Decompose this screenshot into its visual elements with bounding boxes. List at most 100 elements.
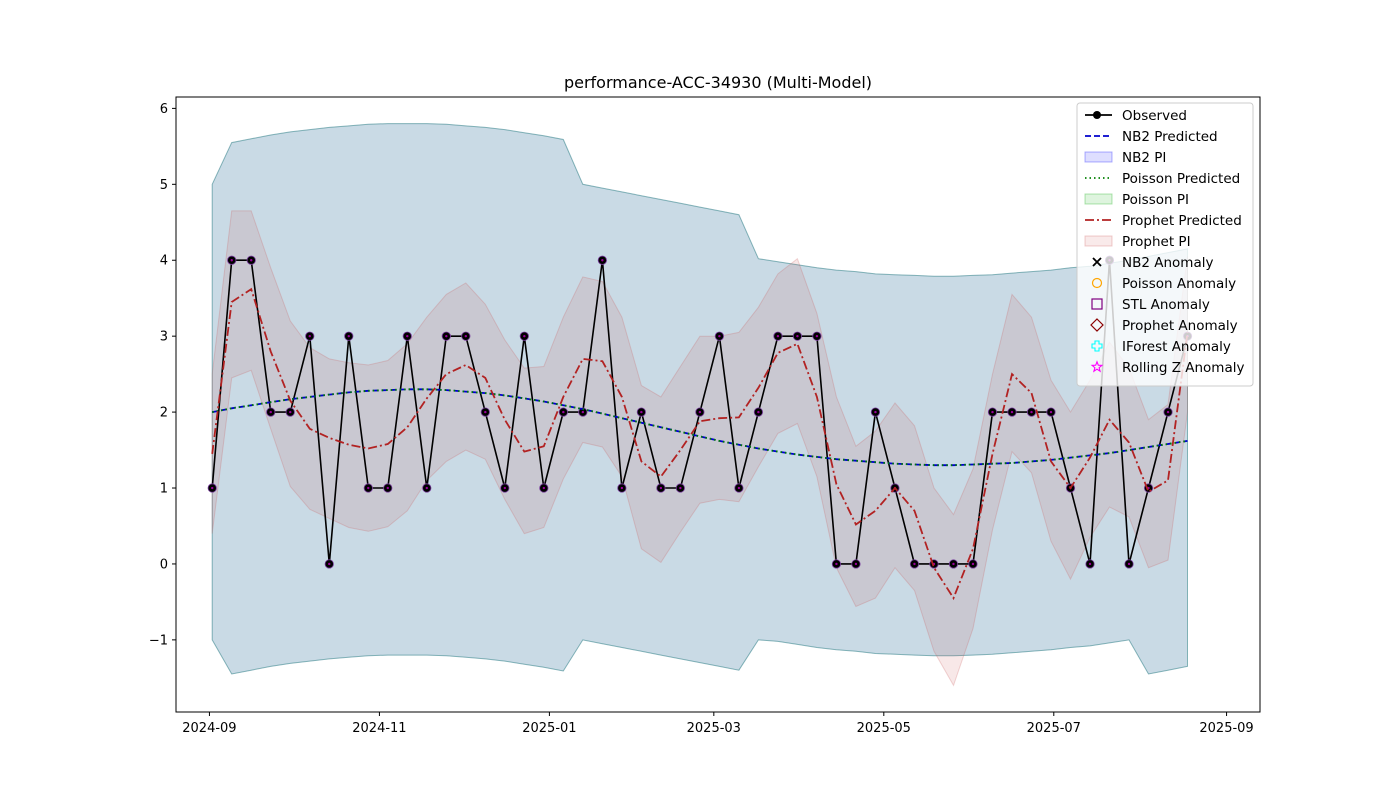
anomaly-marker xyxy=(562,410,565,414)
interval-band-1 xyxy=(211,123,1188,675)
legend-entry: Poisson PI xyxy=(1084,192,1189,208)
anomaly-marker xyxy=(718,334,721,338)
legend-label: Rolling Z Anomaly xyxy=(1122,360,1244,376)
interval-band-0 xyxy=(211,123,1188,675)
y-tick-label: 1 xyxy=(160,482,168,497)
legend-entry: Rolling Z Anomaly xyxy=(1090,360,1244,376)
anomaly-marker xyxy=(952,562,955,566)
x-tick-label: 2025-07 xyxy=(1027,721,1081,736)
anomaly-marker xyxy=(542,486,546,490)
legend-handle xyxy=(1084,193,1113,205)
legend-marker xyxy=(1092,257,1102,267)
axes-frame xyxy=(175,96,1261,713)
anomaly-marker xyxy=(289,410,292,414)
x-tick-label: 2025-01 xyxy=(522,721,576,736)
anomaly-marker xyxy=(1088,562,1092,566)
legend-label: NB2 PI xyxy=(1122,150,1166,166)
legend-label: Poisson Anomaly xyxy=(1122,276,1236,292)
anomaly-marker xyxy=(386,486,389,490)
legend-marker xyxy=(1090,360,1104,373)
legend-entry: Prophet Anomaly xyxy=(1090,318,1238,334)
anomaly-marker xyxy=(367,486,370,490)
anomaly-marker xyxy=(679,486,682,490)
anomaly-marker xyxy=(425,486,428,490)
legend-entry: Poisson Anomaly xyxy=(1091,276,1236,292)
legend-entry: Observed xyxy=(1085,108,1187,124)
anomaly-marker xyxy=(1010,410,1014,414)
anomaly-marker xyxy=(913,562,916,566)
legend-entry: NB2 Anomaly xyxy=(1092,255,1213,271)
anomaly-marker xyxy=(1030,410,1033,414)
axes: −1 0 1 2 3 4 5 6 2024-09 2024-11 2025-01 2025-03 202… xyxy=(149,102,1254,736)
legend-marker xyxy=(1090,318,1104,332)
legend-label: Poisson PI xyxy=(1122,192,1189,208)
legend-handle xyxy=(1084,151,1113,163)
anomaly-marker xyxy=(991,410,994,414)
legend-marker xyxy=(1093,111,1101,119)
y-tick-label: 5 xyxy=(160,178,168,193)
anomaly-marker xyxy=(659,486,663,490)
y-tick-label: 2 xyxy=(160,406,168,421)
anomaly-marker xyxy=(230,259,233,262)
legend-entry: Prophet PI xyxy=(1084,234,1191,250)
anomaly-marker xyxy=(503,486,507,490)
legend: Observed NB2 Predicted NB2 PI Poisson Predi… xyxy=(1076,102,1254,387)
y-tick-label: 3 xyxy=(160,330,168,345)
series-line-3 xyxy=(211,287,1189,601)
anomaly-marker xyxy=(757,410,760,414)
anomaly-marker xyxy=(328,562,331,566)
anomaly-marker xyxy=(445,334,448,338)
x-tick-label: 2025-05 xyxy=(857,721,911,736)
anomaly-marker xyxy=(971,562,975,566)
anomaly-marker xyxy=(464,334,468,338)
legend-marker xyxy=(1091,277,1103,289)
plot-area xyxy=(207,123,1193,687)
anomaly-marker xyxy=(815,334,819,338)
legend-label: STL Anomaly xyxy=(1122,297,1210,313)
x-tick-label: 2025-03 xyxy=(687,721,741,736)
chart-title: performance-ACC-34930 (Multi-Model) xyxy=(564,73,872,92)
anomaly-marker xyxy=(737,486,741,490)
legend-marker xyxy=(1091,298,1103,310)
y-tick-label: 0 xyxy=(160,557,168,572)
anomaly-marker xyxy=(796,334,799,338)
legend-entry: STL Anomaly xyxy=(1091,297,1210,313)
anomaly-marker xyxy=(269,410,272,414)
anomaly-marker xyxy=(347,334,350,338)
legend-entry: Prophet Predicted xyxy=(1085,213,1242,229)
legend-label: Prophet Anomaly xyxy=(1122,318,1238,334)
legend-label: IForest Anomaly xyxy=(1122,339,1231,355)
y-tick-label: 4 xyxy=(160,254,168,269)
legend-marker xyxy=(1091,340,1103,352)
anomaly-marker xyxy=(776,334,780,338)
legend-entry: Poisson Predicted xyxy=(1085,171,1240,187)
anomaly-marker xyxy=(1049,410,1053,414)
y-tick-label: −1 xyxy=(149,633,168,648)
legend-label: Prophet PI xyxy=(1122,234,1191,250)
legend-label: NB2 Anomaly xyxy=(1122,255,1213,271)
anomaly-marker xyxy=(640,410,643,414)
legend-label: Poisson Predicted xyxy=(1122,171,1240,187)
legend-entry: NB2 Predicted xyxy=(1085,129,1218,145)
anomaly-marker xyxy=(1127,562,1131,566)
x-tick-label: 2025-09 xyxy=(1199,721,1253,736)
legend-entry: NB2 PI xyxy=(1084,150,1166,166)
legend-entry: IForest Anomaly xyxy=(1091,339,1231,355)
anomaly-marker xyxy=(406,334,409,338)
anomaly-marker xyxy=(601,259,604,262)
legend-label: Prophet Predicted xyxy=(1122,213,1242,229)
anomaly-marker xyxy=(835,562,838,566)
legend-label: NB2 Predicted xyxy=(1122,129,1218,145)
legend-box xyxy=(1076,102,1254,387)
anomaly-marker xyxy=(250,259,253,262)
anomaly-marker xyxy=(581,410,585,414)
anomaly-marker xyxy=(620,486,624,490)
anomaly-marker xyxy=(211,486,214,490)
legend-handle xyxy=(1084,235,1113,247)
anomaly-marker xyxy=(874,410,877,414)
anomaly-marker xyxy=(1166,410,1170,414)
anomaly-marker xyxy=(308,334,311,338)
anomaly-marker xyxy=(523,334,526,338)
anomaly-marker xyxy=(698,410,702,414)
